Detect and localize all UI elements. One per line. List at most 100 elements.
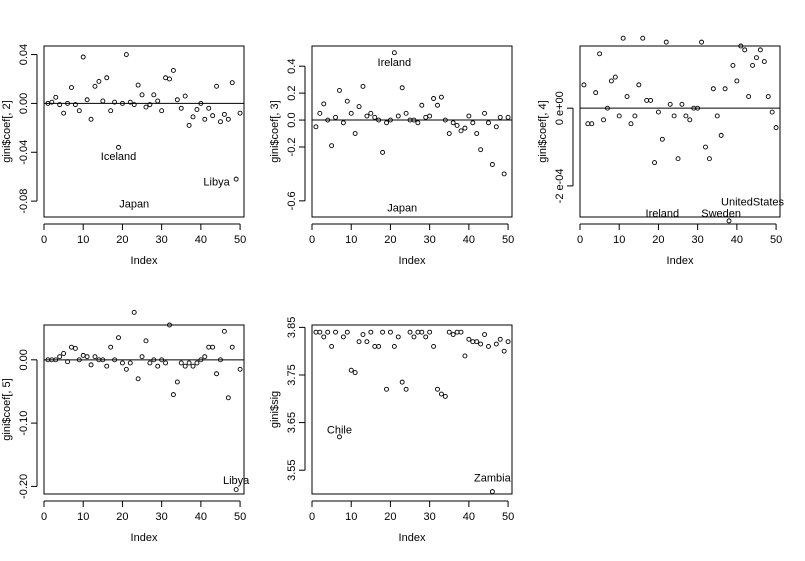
data-point: [706, 156, 712, 162]
data-point: [198, 357, 204, 363]
data-point: [170, 392, 176, 398]
data-point: [773, 125, 779, 131]
data-point: [65, 359, 70, 365]
data-point: [131, 102, 137, 108]
data-point: [458, 329, 464, 335]
x-tick-label: 50: [502, 234, 514, 246]
x-axis-title: Index: [667, 255, 694, 267]
y-axis: 0.04 0.00 -0.04 -0.08 gini$coef[, 2]: [1, 44, 38, 214]
data-point: [233, 487, 239, 493]
data-point: [486, 343, 491, 349]
data-point: [225, 116, 231, 122]
data-point: [489, 489, 495, 495]
data-point: [501, 348, 507, 354]
data-point: [442, 393, 448, 399]
x-tick-label: 10: [345, 511, 357, 523]
plot-panel-1: 0 10 20 30 40 50 Index 0.04 0.00 -0.04 -0.08 gini$c…: [1, 44, 246, 267]
data-point: [69, 344, 74, 350]
data-point: [159, 108, 165, 114]
data-point: [581, 82, 587, 88]
data-point: [344, 98, 350, 104]
data-point: [218, 357, 223, 363]
x-tick-label: 50: [234, 511, 246, 523]
data-point: [399, 379, 405, 385]
y-tick-label: 3.65: [286, 412, 298, 433]
data-point: [147, 102, 153, 108]
data-point: [710, 86, 716, 92]
data-point: [699, 39, 705, 45]
data-point: [411, 334, 417, 340]
data-point: [493, 341, 499, 347]
data-point: [714, 113, 720, 119]
data-point: [210, 113, 216, 119]
y-axis: 0.4 0.2 0.0 -0.2 -0.6 gini$coef[, 3]: [269, 59, 306, 210]
data-point: [368, 329, 374, 335]
point-annotation: Ireland: [646, 208, 680, 220]
data-point: [380, 329, 386, 335]
data-point: [88, 116, 94, 122]
x-tick-label: 10: [77, 234, 89, 246]
data-point: [237, 366, 243, 372]
x-tick-label: 50: [234, 234, 246, 246]
data-point: [376, 117, 382, 123]
x-axis: 0 10 20 30 40 50 Index: [309, 500, 514, 544]
data-point: [391, 50, 397, 56]
data-point: [757, 47, 763, 53]
data-points: [45, 52, 243, 182]
data-point: [663, 39, 669, 45]
data-point: [372, 114, 378, 120]
data-point: [628, 121, 634, 127]
data-points: [581, 35, 779, 224]
data-point: [337, 434, 342, 440]
data-point: [123, 52, 129, 57]
data-point: [683, 113, 689, 119]
data-point: [458, 128, 464, 134]
data-point: [333, 114, 338, 120]
data-point: [84, 354, 90, 360]
data-point: [155, 363, 161, 369]
data-point: [431, 343, 437, 349]
data-point: [738, 43, 744, 49]
plot-panel-4: 0 10 20 30 40 50 Index 0.00 -0.10 -0.20 gini$coef[…: [1, 309, 250, 544]
data-point: [112, 357, 118, 363]
data-point: [718, 132, 724, 138]
y-axis-title: gini$coef[, 3]: [269, 100, 281, 162]
data-point: [403, 386, 409, 392]
data-point: [229, 80, 235, 86]
data-point: [601, 117, 606, 123]
data-point: [72, 345, 78, 351]
y-tick-label: -0.10: [18, 411, 30, 436]
data-point: [163, 360, 169, 366]
data-point: [750, 62, 755, 68]
data-point: [170, 67, 176, 73]
data-point: [399, 85, 405, 91]
plot-box: [579, 45, 781, 218]
data-point: [182, 93, 188, 99]
data-point: [659, 136, 665, 142]
data-point: [671, 113, 677, 119]
data-point: [450, 332, 456, 337]
plot-panel-2: 0 10 20 30 40 50 Index 0.4 0.2 0.0 -0.2 -0.6 gini$co…: [269, 45, 514, 267]
data-point: [470, 339, 476, 345]
data-point: [364, 339, 370, 345]
data-point: [237, 110, 243, 116]
data-point: [482, 332, 487, 337]
y-tick-label: 3.85: [286, 317, 298, 338]
data-point: [229, 344, 235, 350]
data-point: [636, 82, 642, 88]
data-point: [726, 218, 732, 224]
y-tick-label: -2 e-04: [554, 168, 566, 203]
data-points: [313, 50, 511, 177]
data-point: [221, 328, 227, 334]
data-point: [769, 109, 775, 115]
x-tick-label: 0: [41, 511, 47, 523]
x-tick-label: 20: [384, 511, 396, 523]
data-point: [233, 176, 239, 182]
x-axis-title: Index: [131, 532, 158, 544]
data-point: [395, 113, 401, 119]
data-point: [360, 332, 366, 337]
data-point: [92, 83, 98, 89]
data-point: [348, 367, 354, 373]
point-annotation: Japan: [119, 199, 149, 211]
